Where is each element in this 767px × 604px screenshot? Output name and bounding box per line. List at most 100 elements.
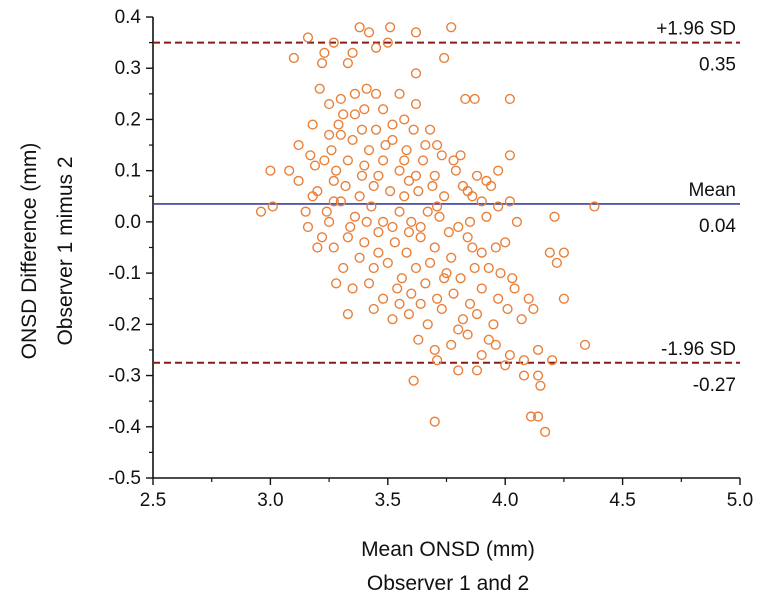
data-point — [453, 221, 464, 233]
data-point — [471, 365, 483, 376]
y-tick-label: 0.4 — [115, 7, 142, 28]
data-point — [439, 52, 450, 64]
data-point — [305, 150, 316, 161]
data-point — [370, 88, 382, 99]
data-point — [481, 175, 492, 187]
data-point — [370, 124, 382, 135]
data-point — [493, 165, 504, 176]
data-point — [319, 47, 330, 58]
data-point — [448, 288, 459, 299]
data-point — [410, 98, 422, 110]
data-point — [540, 426, 551, 438]
data-point — [331, 278, 342, 289]
data-point — [410, 68, 422, 79]
data-point — [255, 206, 267, 217]
data-point — [410, 262, 422, 274]
data-point — [403, 308, 415, 320]
data-point — [309, 160, 321, 171]
data-point — [401, 145, 412, 156]
data-point — [429, 242, 440, 253]
x-tick-label: 3.5 — [375, 490, 401, 511]
y-tick-label: -0.5 — [108, 468, 141, 489]
data-point — [316, 232, 328, 243]
y-tick-label: -0.3 — [108, 366, 141, 387]
data-point — [502, 303, 513, 315]
data-point — [589, 201, 600, 212]
data-point — [460, 93, 471, 105]
data-point — [288, 52, 299, 64]
data-point — [328, 37, 339, 48]
data-point — [349, 211, 361, 222]
data-point — [432, 293, 443, 304]
data-point — [380, 139, 391, 151]
data-point — [359, 237, 370, 248]
data-point — [450, 165, 461, 176]
data-point — [455, 150, 466, 161]
data-point — [504, 196, 515, 207]
data-point — [347, 134, 358, 146]
data-point — [345, 221, 356, 233]
data-point — [403, 227, 415, 238]
data-point — [532, 370, 544, 381]
data-point — [453, 324, 464, 335]
data-point — [333, 119, 344, 130]
data-point — [443, 227, 454, 238]
data-point — [493, 201, 504, 212]
data-point — [446, 252, 457, 263]
data-point — [525, 411, 537, 422]
data-point — [265, 165, 276, 176]
data-point — [488, 319, 499, 330]
data-point — [363, 278, 375, 289]
data-point — [453, 365, 464, 376]
data-point — [420, 278, 431, 289]
data-point — [373, 227, 384, 238]
data-point — [284, 165, 295, 176]
data-point — [368, 303, 379, 315]
data-point — [387, 119, 398, 130]
data-point — [359, 160, 370, 171]
data-point — [500, 237, 511, 248]
reference-line-label: Mean — [688, 180, 736, 201]
data-point — [415, 298, 426, 309]
data-point — [486, 180, 497, 192]
data-point — [403, 175, 415, 187]
data-point — [300, 206, 311, 217]
data-point — [312, 242, 323, 253]
data-point — [471, 308, 483, 320]
data-point — [410, 27, 422, 38]
data-point — [439, 273, 450, 284]
data-point — [547, 355, 558, 366]
data-point — [335, 196, 346, 207]
data-point — [436, 150, 447, 161]
data-point — [394, 165, 405, 176]
data-point — [354, 22, 365, 33]
data-point — [429, 170, 440, 181]
data-point — [392, 283, 403, 294]
y-tick-label: -0.4 — [108, 417, 141, 438]
data-point — [455, 273, 466, 284]
data-point — [490, 339, 501, 350]
data-point — [476, 283, 487, 294]
data-point — [382, 37, 393, 48]
data-point — [328, 175, 339, 187]
data-point — [385, 186, 396, 197]
data-point — [469, 93, 480, 105]
data-point — [516, 314, 527, 325]
data-point — [429, 416, 440, 427]
data-point — [373, 170, 384, 181]
data-point — [406, 216, 417, 227]
data-point — [476, 196, 487, 207]
data-point — [406, 288, 417, 299]
data-point — [490, 242, 501, 253]
data-point — [504, 349, 515, 361]
reference-line-label: -1.96 SD — [661, 339, 736, 360]
data-point — [399, 191, 410, 202]
x-tick-label: 4.0 — [492, 490, 518, 511]
reference-line-value: 0.35 — [699, 55, 736, 76]
reference-line-value: -0.27 — [693, 375, 736, 396]
data-point — [396, 273, 407, 284]
data-point — [373, 247, 384, 258]
data-point — [385, 22, 396, 33]
data-point — [408, 375, 419, 386]
